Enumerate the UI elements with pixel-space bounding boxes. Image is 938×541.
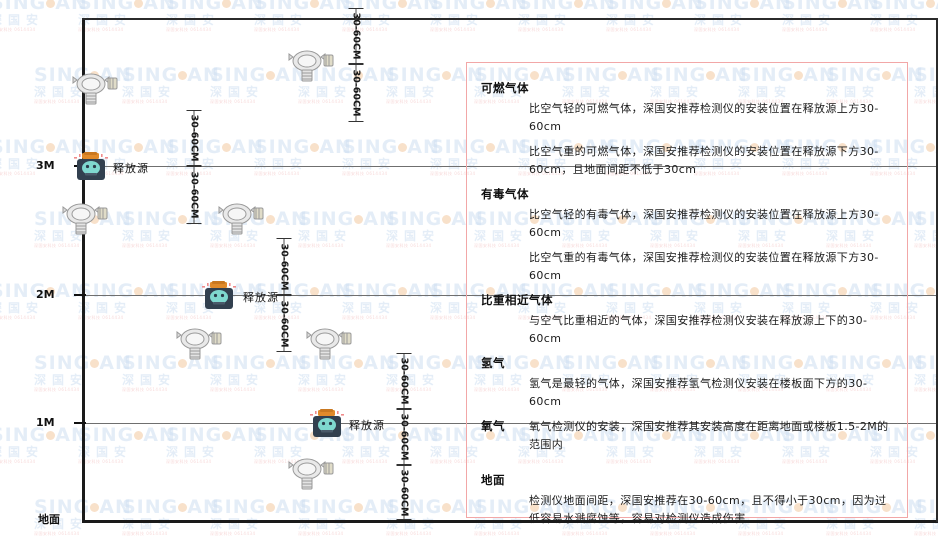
dimension-cap-bottom (276, 294, 292, 295)
dimension-cap-bottom (348, 63, 364, 64)
panel-inline-section: 氧气 氧气检测仪的安装，深国安推荐其安装高度在距离地面或楼板1.5-2M的范围内 (481, 418, 893, 454)
level-tick (74, 294, 86, 296)
dimension-cap-bottom (186, 223, 202, 224)
dimension-30-60cm: 30-60CM (384, 409, 424, 465)
panel-paragraph: 比空气重的可燃气体，深国安推荐检测仪的安装位置在释放源下方30-60cm，且地面… (529, 145, 879, 176)
frame-top-border (82, 18, 938, 20)
dimension-label: 30-60CM (188, 114, 200, 162)
dimension-cap-top (186, 166, 202, 167)
dimension-label: 30-60CM (188, 171, 200, 219)
level-line (84, 166, 936, 167)
gas-detector-icon (306, 325, 352, 361)
panel-heading: 地面 (481, 473, 505, 487)
dimension-cap-bottom (396, 408, 412, 409)
dimension-30-60cm: 30-60CM (336, 64, 376, 122)
dimension-label: 30-60CM (398, 413, 410, 461)
dimension-30-60cm: 30-60CM (264, 238, 304, 295)
dimension-label: 30-60CM (398, 357, 410, 405)
dimension-line (403, 353, 405, 409)
gas-detector-icon (288, 47, 334, 83)
level-label-3m: 3M (36, 159, 55, 172)
dimension-cap-bottom (276, 351, 292, 352)
panel-heading: 有毒气体 (481, 187, 529, 201)
panel-heading: 比重相近气体 (481, 293, 553, 307)
panel-heading: 可燃气体 (481, 81, 529, 95)
panel-paragraph: 氧气检测仪的安装，深国安推荐其安装高度在距离地面或楼板1.5-2M的范围内 (529, 420, 889, 451)
level-label-2m: 2M (36, 288, 55, 301)
dimension-line (283, 295, 285, 352)
gas-detector-icon (72, 70, 118, 106)
x-axis-ground (82, 520, 938, 523)
panel-paragraph: 氢气是最轻的气体，深国安推荐氢气检测仪安装在楼板面下方的30-60cm (529, 377, 868, 408)
dimension-cap-bottom (186, 165, 202, 166)
dimension-cap-top (348, 8, 364, 9)
dimension-label: 30-60CM (398, 469, 410, 516)
dimension-30-60cm: 30-60CM (384, 465, 424, 520)
gas-detector-icon (218, 200, 264, 236)
panel-paragraph: 检测仪地面间距，深国安推荐在30-60cm，且不得小于30cm，因为过低容易水溅… (529, 494, 887, 525)
dimension-line (403, 465, 405, 520)
release-source-label: 释放源 (113, 162, 149, 175)
dimension-cap-top (396, 353, 412, 354)
recommendation-panel: 可燃气体 比空气轻的可燃气体，深国安推荐检测仪的安装位置在释放源上方30-60cm… (466, 62, 908, 525)
dimension-cap-bottom (348, 121, 364, 122)
release-source-icon (74, 152, 108, 182)
release-source-icon (310, 409, 344, 439)
level-tick (74, 422, 86, 424)
panel-paragraph: 比空气重的有毒气体，深国安推荐检测仪的安装位置在释放源下方30-60cm (529, 251, 879, 282)
release-source-label: 释放源 (349, 419, 385, 432)
dimension-cap-top (276, 295, 292, 296)
dimension-cap-top (348, 64, 364, 65)
panel-paragraph: 与空气比重相近的气体，深国安推荐检测仪安装在释放源上下的30-60cm (529, 314, 868, 345)
dimension-30-60cm: 30-60CM (174, 110, 214, 166)
dimension-line (355, 8, 357, 64)
y-axis (82, 18, 85, 522)
level-label-1m: 1M (36, 416, 55, 429)
dimension-label: 30-60CM (350, 12, 362, 60)
gas-detector-icon (288, 455, 334, 491)
dimension-30-60cm: 30-60CM (336, 8, 376, 64)
dimension-cap-top (396, 409, 412, 410)
dimension-line (193, 166, 195, 224)
panel-paragraph: 比空气轻的有毒气体，深国安推荐检测仪的安装位置在释放源上方30-60cm (529, 208, 879, 239)
dimension-cap-top (276, 238, 292, 239)
dimension-cap-top (186, 110, 202, 111)
dimension-cap-bottom (396, 464, 412, 465)
dimension-30-60cm: 30-60CM (174, 166, 214, 224)
panel-paragraph: 比空气轻的可燃气体，深国安推荐检测仪的安装位置在释放源上方30-60cm (529, 102, 879, 133)
dimension-label: 30-60CM (350, 69, 362, 117)
frame-right-border (936, 18, 938, 522)
ground-label: 地面 (38, 513, 60, 526)
panel-heading: 氧气 (481, 419, 505, 433)
gas-detector-icon (62, 200, 108, 236)
level-line (84, 423, 936, 424)
panel-heading: 氢气 (481, 356, 505, 370)
release-source-label: 释放源 (243, 291, 279, 304)
dimension-line (355, 64, 357, 122)
dimension-line (193, 110, 195, 166)
dimension-30-60cm: 30-60CM (384, 353, 424, 409)
dimension-cap-top (396, 465, 412, 466)
gas-detector-icon (176, 325, 222, 361)
dimension-cap-bottom (396, 519, 412, 520)
dimension-30-60cm: 30-60CM (264, 295, 304, 352)
dimension-label: 30-60CM (278, 300, 290, 347)
level-line (84, 295, 936, 296)
dimension-label: 30-60CM (278, 243, 290, 290)
dimension-line (283, 238, 285, 295)
release-source-icon (202, 281, 236, 311)
